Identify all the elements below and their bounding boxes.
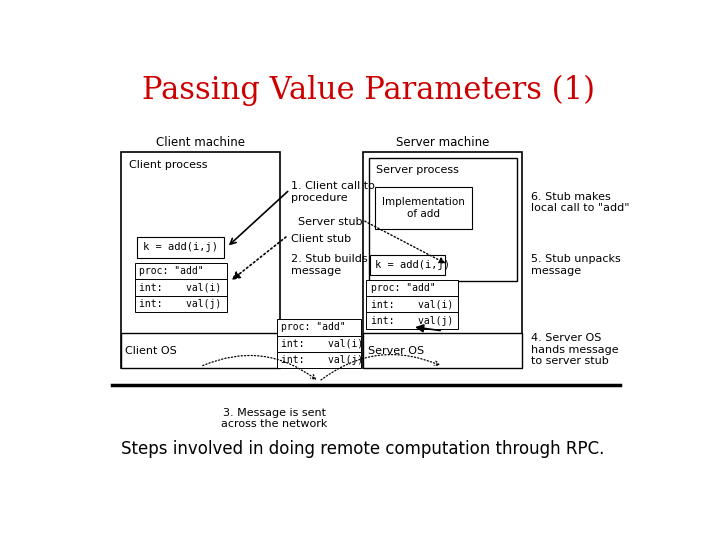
Bar <box>277 352 361 368</box>
Text: 1. Client call to
procedure: 1. Client call to procedure <box>291 181 374 203</box>
Text: k = add(i,j): k = add(i,j) <box>143 242 218 252</box>
Bar <box>138 237 224 258</box>
Text: 4. Server OS
hands message
to server stub: 4. Server OS hands message to server stu… <box>531 333 618 366</box>
Text: Implementation
of add: Implementation of add <box>382 198 465 219</box>
Bar <box>364 333 523 368</box>
Text: 2. Stub builds
message: 2. Stub builds message <box>291 254 367 275</box>
Bar <box>135 296 227 312</box>
Text: Steps involved in doing remote computation through RPC.: Steps involved in doing remote computati… <box>121 440 604 458</box>
Text: 5. Stub unpacks
message: 5. Stub unpacks message <box>531 254 621 275</box>
Text: Client process: Client process <box>129 160 207 170</box>
Text: int:    val(i): int: val(i) <box>282 339 364 349</box>
Text: int:    val(i): int: val(i) <box>139 282 221 293</box>
Text: Client OS: Client OS <box>125 346 177 356</box>
Bar <box>374 187 472 229</box>
Text: Passing Value Parameters (1): Passing Value Parameters (1) <box>143 75 595 106</box>
Bar <box>135 263 227 280</box>
Text: 3. Message is sent
across the network: 3. Message is sent across the network <box>221 408 328 429</box>
Text: Server stub: Server stub <box>298 217 362 227</box>
Text: proc: "add": proc: "add" <box>282 322 346 333</box>
Text: proc: "add": proc: "add" <box>371 283 436 293</box>
Bar <box>135 280 227 296</box>
Text: int:    val(j): int: val(j) <box>139 299 221 309</box>
Bar <box>370 255 446 275</box>
Bar <box>277 319 361 336</box>
Text: k = add(i,j): k = add(i,j) <box>374 260 449 270</box>
Bar <box>366 296 458 313</box>
Text: Client stub: Client stub <box>291 234 351 245</box>
Bar <box>366 280 458 296</box>
Bar <box>277 336 361 352</box>
Text: Server machine: Server machine <box>396 136 490 149</box>
Text: Server OS: Server OS <box>368 346 424 356</box>
Bar <box>369 158 517 281</box>
Text: Client machine: Client machine <box>156 136 245 149</box>
Text: 6. Stub makes
local call to "add": 6. Stub makes local call to "add" <box>531 192 629 213</box>
Text: proc: "add": proc: "add" <box>139 266 204 276</box>
Bar <box>121 333 279 368</box>
Bar <box>366 313 458 329</box>
Text: Server process: Server process <box>376 165 459 174</box>
Bar <box>364 152 523 368</box>
Text: int:    val(j): int: val(j) <box>282 355 364 365</box>
Text: int:    val(i): int: val(i) <box>371 299 453 309</box>
Bar <box>121 152 279 368</box>
Text: int:    val(j): int: val(j) <box>371 316 453 326</box>
